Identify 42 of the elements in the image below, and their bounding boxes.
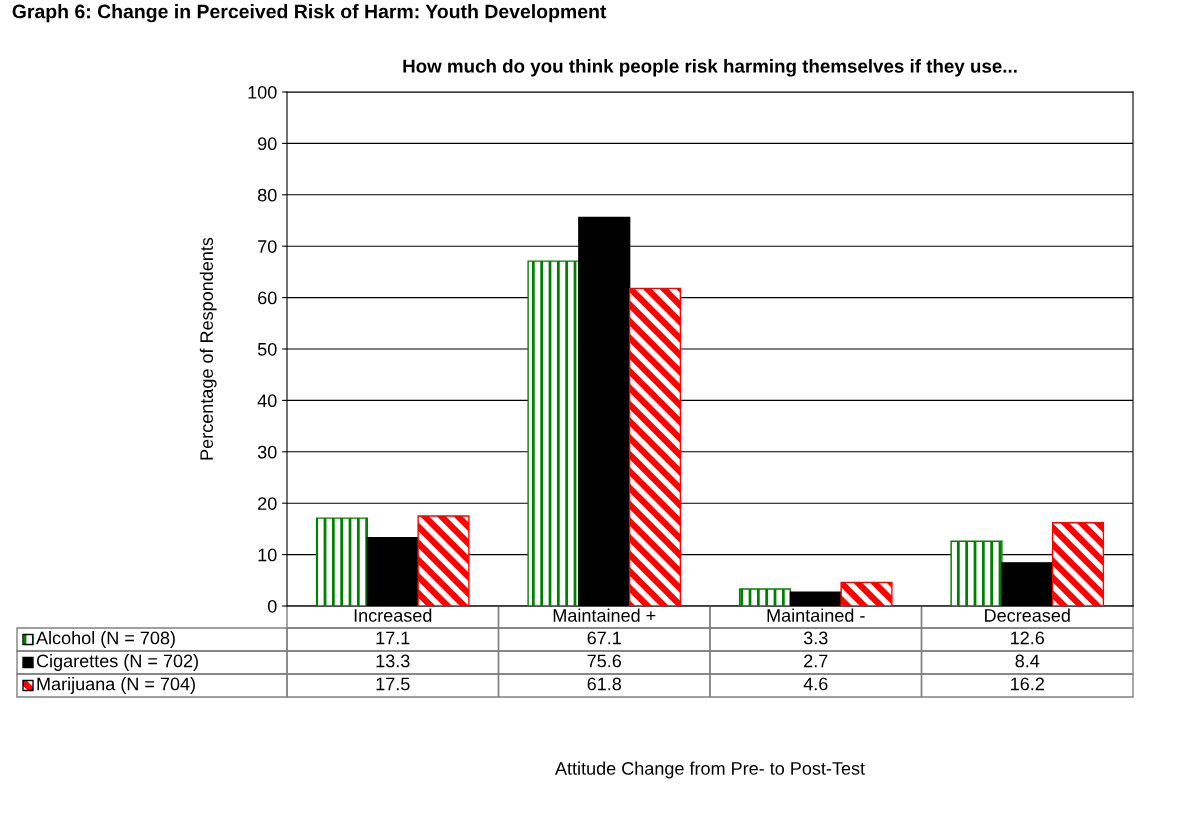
x-tick-label: Maintained +: [553, 608, 656, 622]
legend-label: Alcohol (N = 708): [36, 631, 175, 648]
x-tick-label: Maintained -: [767, 608, 865, 622]
y-tick-label: 100: [248, 85, 277, 99]
bar: [840, 581, 893, 606]
data-label: 61.8: [587, 677, 622, 691]
y-tick-label: 10: [258, 548, 277, 562]
legend-label: Marijuana (N = 704): [37, 677, 195, 694]
y-tick-label: 20: [258, 497, 277, 510]
bar: [315, 517, 369, 606]
data-label: 8.4: [1015, 654, 1040, 668]
y-tick-label: 30: [257, 445, 277, 459]
data-label: 67.1: [587, 631, 621, 645]
y-tick-label: 50: [257, 342, 277, 356]
y-tick-label: 80: [257, 188, 277, 202]
data-label: 4.6: [803, 677, 828, 691]
text: Attitude Change from Pre- to Post-Test: [555, 761, 865, 779]
data-label: 17.1: [376, 631, 410, 645]
bar: [628, 287, 682, 606]
x-tick-label: Increased: [354, 608, 432, 622]
data-label: 12.6: [1011, 631, 1045, 645]
y-tick-label: 40: [257, 394, 277, 408]
data-label: 16.2: [1011, 677, 1044, 691]
y-tick-label: 60: [258, 291, 277, 305]
y-tick-label: 90: [258, 137, 277, 151]
bar: [1051, 522, 1105, 606]
chart-subtitle: How much do you think people risk harming themselves if they use...: [403, 59, 1017, 77]
data-label: 17.5: [376, 677, 410, 691]
y-tick-label: 70: [258, 240, 277, 253]
chart-title: Graph 6: Change in Perceived Risk of Harm: Youth Development: [12, 4, 607, 23]
y-tick-label: 0: [267, 599, 277, 613]
y-axis-title: Percentage of Respondents: [199, 237, 217, 460]
bar: [417, 515, 470, 606]
x-tick-label: Decreased: [985, 608, 1070, 622]
data-label: 3.3: [803, 631, 828, 645]
data-label: 75.6: [587, 654, 622, 668]
legend-label: Cigarettes (N = 702): [36, 654, 198, 671]
data-label: 13.3: [376, 654, 410, 668]
bar: [950, 540, 1003, 606]
bar: [527, 260, 580, 606]
data-label: 2.7: [804, 654, 828, 668]
bar: [738, 588, 792, 606]
